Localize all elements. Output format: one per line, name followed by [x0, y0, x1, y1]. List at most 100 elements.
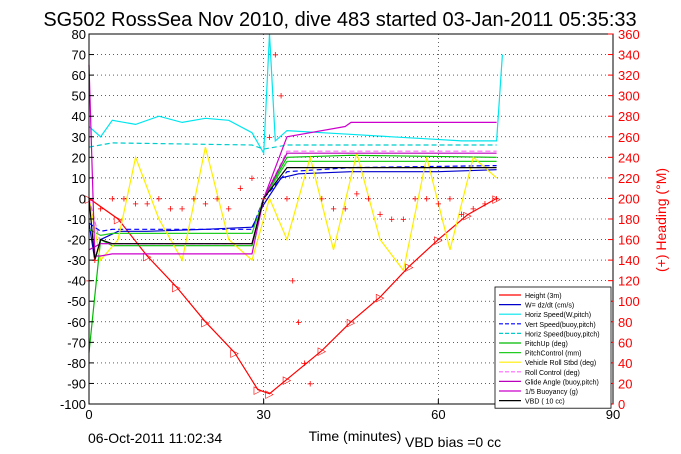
data-point: + [470, 204, 476, 216]
data-point: ▷ [405, 261, 414, 273]
series-height: ▷▷▷▷▷▷▷ ▷▷▷▷▷▷▷▷▷ [85, 193, 502, 400]
data-point: + [167, 204, 173, 216]
y-tick-label: 60 [72, 68, 86, 83]
data-point: + [412, 193, 418, 205]
y-tick-label: 10 [72, 171, 86, 186]
data-point: + [435, 199, 441, 211]
y-tick-label: -20 [67, 233, 86, 248]
y2-tick-label: 260 [618, 130, 640, 145]
data-point: + [307, 378, 313, 390]
legend-entry: 1/5 Buoyancy (g) [525, 389, 578, 396]
y2-tick-label: 0 [618, 397, 625, 412]
data-point: + [272, 50, 278, 62]
data-point: + [132, 199, 138, 211]
series-line-height [88, 197, 497, 395]
data-point: ▷ [114, 214, 123, 226]
y-tick-label: -70 [67, 335, 86, 350]
series-horz_buoy [88, 142, 497, 150]
data-point: + [290, 276, 296, 288]
vbd-bias-label: VBD bias =0 cc [405, 434, 501, 450]
data-point: + [493, 193, 499, 205]
series-line-pitchctl [88, 160, 497, 237]
legend-entry: Horiz Speed(buoy,pitch) [525, 331, 600, 338]
series-horz [88, 33, 503, 156]
data-point: + [249, 173, 255, 185]
y2-tick-label: 280 [618, 109, 640, 124]
y-tick-label: -10 [67, 212, 86, 227]
data-point: + [237, 183, 243, 195]
y-tick-label: -30 [67, 253, 86, 268]
data-point: + [156, 193, 162, 205]
y-tick-label: 20 [72, 150, 86, 165]
series-pitchctl [88, 160, 497, 237]
legend-entry: PitchControl (mm) [525, 351, 581, 358]
y-tick-label: -40 [67, 274, 86, 289]
y2-tick-label: 320 [618, 68, 640, 83]
legend-entry: VBD ( 10 cc) [525, 399, 565, 406]
y-tick-label: 30 [72, 130, 86, 145]
series-line-buoy [88, 64, 497, 257]
data-point: + [202, 199, 208, 211]
data-point: ▷ [347, 317, 356, 329]
series-line-vbd [88, 167, 497, 261]
data-point: ▷ [172, 282, 181, 294]
y-tick-label: -60 [67, 315, 86, 330]
data-point: + [97, 204, 103, 216]
data-point: + [342, 204, 348, 216]
data-point: + [423, 193, 429, 205]
series-vert [88, 165, 497, 232]
data-point: + [400, 214, 406, 226]
data-point: ▷ [254, 385, 263, 397]
legend-entry: PitchUp (deg) [525, 341, 568, 348]
data-point: + [377, 209, 383, 221]
legend-box [494, 286, 612, 409]
chart-title: SG502 RossSea Nov 2010, dive 483 started… [43, 9, 636, 31]
y2-tick-label: 240 [618, 150, 640, 165]
x-tick-label: 60 [431, 407, 445, 422]
data-point: + [389, 214, 395, 226]
data-point: + [144, 199, 150, 211]
y2-axis-label: (+) Heading (°M) [653, 168, 669, 272]
ticks: 0 30 60 90-100-90-80-70-60-50-40-30-20-1001… [60, 27, 640, 422]
data-point: + [354, 188, 360, 200]
legend-entry: W= dz/dt (cm/s) [525, 303, 574, 310]
y-tick-label: 70 [72, 48, 86, 63]
series-line-horz_buoy [88, 142, 497, 150]
series-layer: ▷▷▷▷▷▷▷ ▷▷▷▷▷▷▷▷▷++++ + + + ++ ++ + ++++++++++++… [85, 33, 503, 401]
data-point: + [365, 193, 371, 205]
legend-entry: Horiz Speed(W,pitch) [525, 312, 591, 319]
data-point: + [226, 204, 232, 216]
x-tick-label: 0 [85, 407, 92, 422]
series-buoy [88, 64, 497, 257]
data-point: ▷ [201, 317, 210, 329]
y2-tick-label: 180 [618, 212, 640, 227]
data-point: + [284, 193, 290, 205]
data-point: + [109, 193, 115, 205]
data-point: ▷ [283, 374, 292, 386]
y2-tick-label: 100 [618, 294, 640, 309]
legend-entry: Vehicle Roll Stbd (deg) [525, 360, 596, 367]
y2-tick-label: 40 [618, 356, 632, 371]
data-point: + [179, 204, 185, 216]
y-tick-label: 40 [72, 109, 86, 124]
series-vbd [88, 167, 497, 261]
y2-tick-label: 360 [618, 27, 640, 42]
series-line-horz [88, 33, 503, 156]
y-tick-label: 50 [72, 89, 86, 104]
data-point: + [458, 209, 464, 221]
y2-tick-label: 160 [618, 233, 640, 248]
data-point: + [330, 204, 336, 216]
y-tick-label: -90 [67, 376, 86, 391]
data-point: + [260, 193, 266, 205]
y2-tick-label: 220 [618, 171, 640, 186]
y2-tick-label: 340 [618, 48, 640, 63]
data-point: + [447, 193, 453, 205]
data-point: + [92, 255, 98, 267]
data-point: + [301, 358, 307, 370]
data-point: ▷ [376, 292, 385, 304]
data-point: ▷ [265, 389, 274, 401]
y-tick-label: -80 [67, 356, 86, 371]
data-point: ▷ [434, 235, 443, 247]
data-point: ▷ [318, 346, 327, 358]
